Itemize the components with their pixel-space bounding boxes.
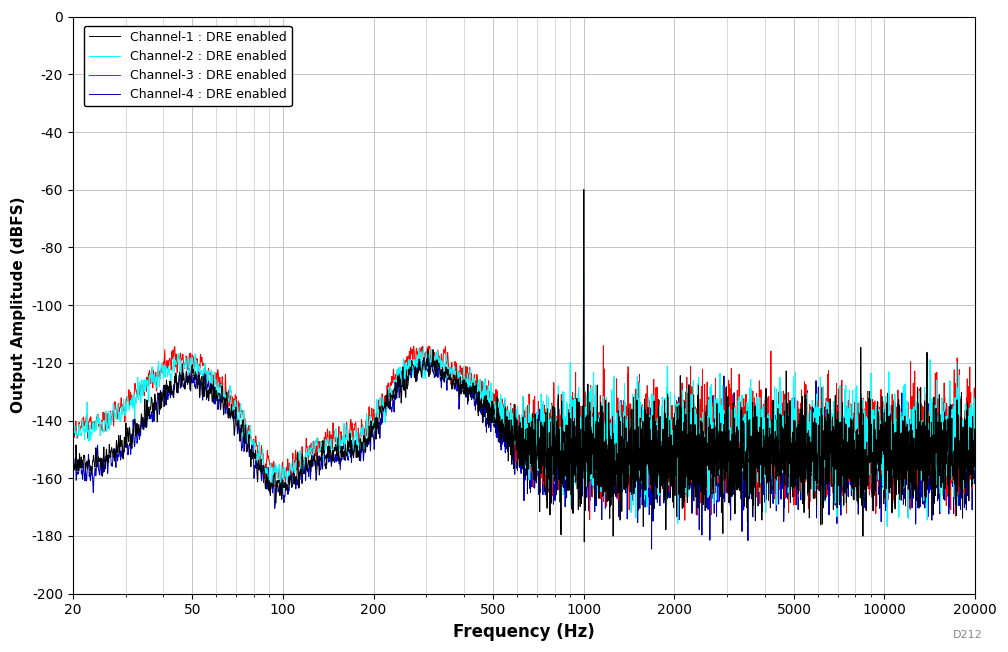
Line: Channel-4 : DRE enabled: Channel-4 : DRE enabled: [73, 190, 975, 549]
Channel-4 : DRE enabled: (5.87e+03, -163): DRE enabled: (5.87e+03, -163): [808, 484, 821, 492]
Channel-3 : DRE enabled: (2.17e+03, -175): DRE enabled: (2.17e+03, -175): [678, 516, 690, 524]
Channel-3 : DRE enabled: (1.79e+03, -149): DRE enabled: (1.79e+03, -149): [653, 443, 665, 451]
Channel-1 : DRE enabled: (5.87e+03, -160): DRE enabled: (5.87e+03, -160): [808, 475, 821, 482]
Line: Channel-1 : DRE enabled: Channel-1 : DRE enabled: [73, 190, 975, 542]
Channel-2 : DRE enabled: (1.02e+04, -177): DRE enabled: (1.02e+04, -177): [881, 523, 893, 531]
Channel-4 : DRE enabled: (3.47e+03, -140): DRE enabled: (3.47e+03, -140): [740, 417, 752, 425]
X-axis label: Frequency (Hz): Frequency (Hz): [453, 623, 595, 641]
Channel-4 : DRE enabled: (280, -123): DRE enabled: (280, -123): [411, 366, 423, 374]
Channel-3 : DRE enabled: (70.1, -135): DRE enabled: (70.1, -135): [231, 403, 243, 411]
Channel-1 : DRE enabled: (1.26e+03, -161): DRE enabled: (1.26e+03, -161): [608, 477, 620, 484]
Channel-4 : DRE enabled: (1.68e+03, -185): DRE enabled: (1.68e+03, -185): [645, 545, 657, 553]
Channel-4 : DRE enabled: (2e+04, -156): DRE enabled: (2e+04, -156): [969, 463, 981, 471]
Y-axis label: Output Amplitude (dBFS): Output Amplitude (dBFS): [11, 197, 26, 413]
Channel-2 : DRE enabled: (70.1, -136): DRE enabled: (70.1, -136): [231, 406, 243, 414]
Channel-3 : DRE enabled: (2e+04, -139): DRE enabled: (2e+04, -139): [969, 413, 981, 421]
Channel-2 : DRE enabled: (1.79e+03, -152): DRE enabled: (1.79e+03, -152): [653, 451, 665, 459]
Channel-2 : DRE enabled: (280, -117): DRE enabled: (280, -117): [411, 351, 423, 359]
Line: Channel-2 : DRE enabled: Channel-2 : DRE enabled: [73, 190, 975, 527]
Channel-3 : DRE enabled: (280, -118): DRE enabled: (280, -118): [411, 353, 423, 361]
Channel-3 : DRE enabled: (1.26e+03, -148): DRE enabled: (1.26e+03, -148): [608, 439, 620, 447]
Channel-2 : DRE enabled: (20, -148): DRE enabled: (20, -148): [67, 439, 79, 447]
Channel-4 : DRE enabled: (20, -159): DRE enabled: (20, -159): [67, 471, 79, 479]
Legend: Channel-1 : DRE enabled, Channel-2 : DRE enabled, Channel-3 : DRE enabled, Chann: Channel-1 : DRE enabled, Channel-2 : DRE…: [84, 25, 291, 106]
Text: D212: D212: [953, 630, 983, 640]
Channel-2 : DRE enabled: (3.47e+03, -152): DRE enabled: (3.47e+03, -152): [740, 451, 752, 458]
Channel-1 : DRE enabled: (1e+03, -60): DRE enabled: (1e+03, -60): [578, 186, 590, 194]
Channel-3 : DRE enabled: (20, -143): DRE enabled: (20, -143): [67, 424, 79, 432]
Channel-1 : DRE enabled: (70.1, -138): DRE enabled: (70.1, -138): [231, 411, 243, 419]
Channel-4 : DRE enabled: (70.1, -142): DRE enabled: (70.1, -142): [231, 421, 243, 429]
Channel-2 : DRE enabled: (1.26e+03, -125): DRE enabled: (1.26e+03, -125): [608, 372, 620, 380]
Channel-1 : DRE enabled: (3.47e+03, -151): DRE enabled: (3.47e+03, -151): [740, 449, 752, 456]
Channel-1 : DRE enabled: (280, -123): DRE enabled: (280, -123): [411, 367, 423, 375]
Channel-2 : DRE enabled: (1e+03, -60): DRE enabled: (1e+03, -60): [578, 186, 590, 194]
Channel-1 : DRE enabled: (1.79e+03, -142): DRE enabled: (1.79e+03, -142): [654, 422, 666, 430]
Channel-1 : DRE enabled: (2e+04, -151): DRE enabled: (2e+04, -151): [969, 448, 981, 456]
Channel-3 : DRE enabled: (1e+03, -60): DRE enabled: (1e+03, -60): [578, 186, 590, 194]
Channel-4 : DRE enabled: (1.79e+03, -170): DRE enabled: (1.79e+03, -170): [654, 502, 666, 510]
Channel-1 : DRE enabled: (20, -147): DRE enabled: (20, -147): [67, 437, 79, 445]
Channel-2 : DRE enabled: (5.86e+03, -135): DRE enabled: (5.86e+03, -135): [808, 402, 821, 409]
Line: Channel-3 : DRE enabled: Channel-3 : DRE enabled: [73, 190, 975, 520]
Channel-3 : DRE enabled: (3.47e+03, -136): DRE enabled: (3.47e+03, -136): [740, 405, 752, 413]
Channel-4 : DRE enabled: (1e+03, -60): DRE enabled: (1e+03, -60): [578, 186, 590, 194]
Channel-3 : DRE enabled: (5.87e+03, -150): DRE enabled: (5.87e+03, -150): [808, 444, 821, 452]
Channel-1 : DRE enabled: (1e+03, -182): DRE enabled: (1e+03, -182): [579, 538, 591, 546]
Channel-4 : DRE enabled: (1.26e+03, -165): DRE enabled: (1.26e+03, -165): [608, 490, 620, 497]
Channel-2 : DRE enabled: (2e+04, -157): DRE enabled: (2e+04, -157): [969, 467, 981, 475]
